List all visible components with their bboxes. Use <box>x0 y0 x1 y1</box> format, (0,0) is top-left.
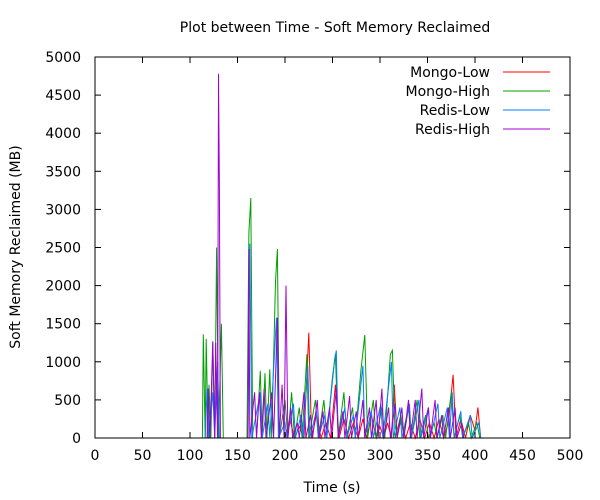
y-tick-label: 3000 <box>45 202 81 218</box>
x-axis-ticks: 0 50 100 150 200 250 300 350 400 450 500 <box>91 57 584 464</box>
y-tick-label: 500 <box>54 393 81 409</box>
legend: Mongo-Low Mongo-High Redis-Low Redis-High <box>406 65 550 138</box>
legend-label-mongo-low: Mongo-Low <box>410 65 490 81</box>
x-tick-label: 0 <box>91 448 100 464</box>
y-tick-label: 0 <box>72 431 81 447</box>
y-tick-label: 4000 <box>45 126 81 142</box>
y-tick-label: 5000 <box>45 50 81 66</box>
y-tick-label: 2500 <box>45 241 81 257</box>
x-axis-label: Time (s) <box>303 480 361 496</box>
x-tick-label: 100 <box>177 448 204 464</box>
x-tick-label: 400 <box>462 448 489 464</box>
series-line-mongo-high <box>201 197 481 440</box>
legend-label-redis-high: Redis-High <box>415 122 490 138</box>
y-tick-label: 3500 <box>45 164 81 180</box>
x-tick-label: 50 <box>134 448 152 464</box>
y-tick-label: 1000 <box>45 355 81 371</box>
series-line-redis-low <box>204 243 482 439</box>
x-tick-label: 150 <box>224 448 251 464</box>
legend-label-redis-low: Redis-Low <box>420 103 490 119</box>
y-tick-label: 2000 <box>45 279 81 295</box>
legend-label-mongo-high: Mongo-High <box>406 84 490 100</box>
y-tick-label: 4500 <box>45 88 81 104</box>
chart-title: Plot between Time - Soft Memory Reclaime… <box>180 20 490 36</box>
y-tick-label: 1500 <box>45 317 81 333</box>
x-tick-label: 500 <box>557 448 584 464</box>
y-axis-label: Soft Memory Reclaimed (MB) <box>8 145 24 348</box>
x-tick-label: 350 <box>414 448 441 464</box>
x-tick-label: 450 <box>509 448 536 464</box>
x-tick-label: 200 <box>272 448 299 464</box>
x-tick-label: 250 <box>319 448 346 464</box>
x-tick-label: 300 <box>367 448 394 464</box>
y-axis-ticks: 0 500 1000 1500 2000 2500 3000 3500 4000 4500 5000 <box>45 50 570 447</box>
